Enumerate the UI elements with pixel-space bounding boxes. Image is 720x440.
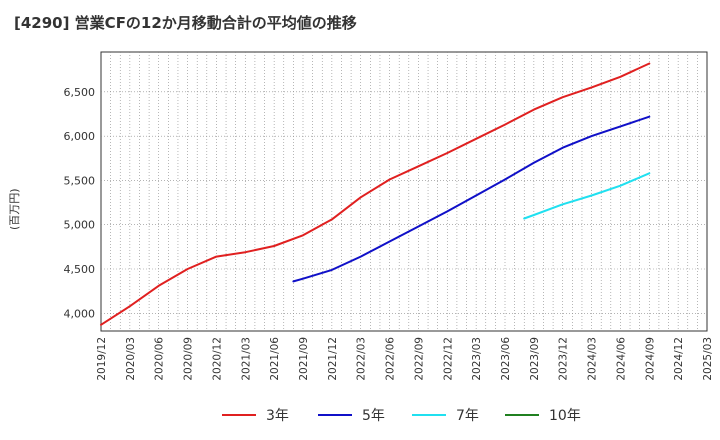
x-tick-label: 2023/06	[500, 337, 512, 381]
series-line-2	[292, 115, 651, 283]
x-tick-label: 2021/09	[298, 337, 310, 381]
series-line-3	[523, 172, 651, 220]
legend-swatch-7y	[412, 414, 446, 416]
legend-swatch-10y	[505, 414, 539, 416]
x-tick-label: 2024/12	[673, 337, 685, 381]
y-tick-label: 6,000	[64, 130, 96, 143]
x-tick-label: 2020/09	[183, 337, 195, 381]
legend-label-7y: 7年	[456, 408, 479, 424]
x-tick-label: 2023/12	[558, 337, 570, 381]
x-tick-label: 2021/03	[240, 337, 252, 381]
x-tick-label: 2025/03	[702, 337, 714, 381]
y-tick-label: 4,500	[64, 263, 96, 276]
x-tick-label: 2020/12	[211, 337, 223, 381]
legend-item-7y: 7年	[412, 402, 479, 428]
legend-item-10y: 10年	[505, 402, 581, 428]
x-tick-label: 2021/06	[269, 337, 281, 381]
x-tick-label: 2023/03	[471, 337, 483, 381]
x-tick-label: 2024/06	[615, 337, 627, 381]
y-tick-label: 5,500	[64, 174, 96, 187]
y-tick-label: 4,000	[64, 307, 96, 320]
x-tick-label: 2022/09	[413, 337, 425, 381]
x-tick-label: 2024/03	[587, 337, 599, 381]
series-line-1	[100, 62, 651, 326]
line-chart: 2019/12 2020/03 2020/06 2020/09 2020/12 2021/…	[64, 51, 714, 381]
legend-label-10y: 10年	[549, 408, 581, 424]
y-tick-label: 5,000	[64, 219, 96, 232]
legend-item-5y: 5年	[318, 402, 385, 428]
x-tick-label: 2022/03	[356, 337, 368, 381]
x-tick-label: 2019/12	[96, 337, 108, 381]
legend-label-5y: 5年	[362, 408, 385, 424]
x-tick-label: 2020/03	[125, 337, 137, 381]
x-tick-label: 2024/09	[644, 337, 656, 381]
x-tick-label: 2021/12	[327, 337, 339, 381]
chart-title: [4290] 営業CFの12か月移動合計の平均値の推移	[14, 14, 357, 32]
plot-area	[100, 51, 708, 332]
legend-swatch-3y	[222, 414, 256, 416]
legend: 3年 5年 7年 10年	[0, 402, 720, 428]
x-tick-label: 2022/12	[442, 337, 454, 381]
legend-item-3y: 3年	[222, 402, 289, 428]
y-tick-label: 6,500	[64, 86, 96, 99]
x-tick-label: 2020/06	[154, 337, 166, 381]
legend-label-3y: 3年	[266, 408, 289, 424]
legend-swatch-5y	[318, 414, 352, 416]
x-tick-label: 2022/06	[385, 337, 397, 381]
x-tick-label: 2023/09	[529, 337, 541, 381]
